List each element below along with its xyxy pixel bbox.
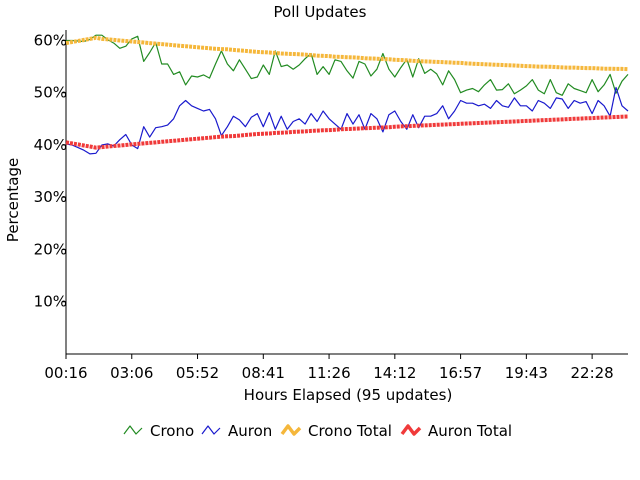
y-tick-label: 30% — [34, 188, 67, 206]
y-tick-label: 20% — [34, 240, 67, 258]
chart-title: Poll Updates — [274, 3, 367, 21]
series-lines — [65, 34, 629, 155]
x-tick-label: 16:57 — [439, 364, 482, 382]
x-tick-label: 05:52 — [176, 364, 219, 382]
x-tick-label: 03:06 — [110, 364, 153, 382]
series-line-crono — [66, 34, 629, 96]
legend-label: Auron — [228, 422, 272, 440]
series-line-auron — [65, 86, 629, 155]
x-tick-label: 22:28 — [571, 364, 614, 382]
axes: 10% 20% 30% 40% 50% 60% 00:16 03:06 05:52 08:41 11… — [34, 30, 628, 382]
legend: Crono Auron Crono Total Auron Total — [123, 422, 512, 440]
legend-swatch — [400, 424, 422, 436]
x-axis-label: Hours Elapsed (95 updates) — [244, 386, 453, 404]
series-line-crono-total — [65, 35, 629, 72]
legend-label: Crono Total — [308, 422, 392, 440]
legend-item: Crono Total — [280, 422, 392, 440]
x-tick-label: 08:41 — [242, 364, 285, 382]
x-tick-label: 11:26 — [307, 364, 350, 382]
legend-swatch — [280, 424, 302, 436]
y-tick-label: 40% — [34, 136, 67, 154]
series-line-auron-total — [65, 114, 629, 150]
legend-item: Auron — [201, 422, 272, 440]
legend-item: Auron Total — [400, 422, 512, 440]
legend-item: Crono — [123, 422, 194, 440]
legend-label: Auron Total — [428, 422, 512, 440]
y-tick-label: 50% — [34, 84, 67, 102]
legend-label: Crono — [150, 422, 194, 440]
y-axis-label: Percentage — [4, 158, 22, 242]
x-tick-label: 19:43 — [505, 364, 548, 382]
x-tick-label: 14:12 — [373, 364, 416, 382]
legend-swatch — [201, 425, 221, 435]
legend-swatch — [123, 425, 143, 435]
x-tick-label: 00:16 — [44, 364, 87, 382]
y-tick-label: 10% — [34, 293, 67, 311]
y-tick-label: 60% — [34, 31, 67, 49]
